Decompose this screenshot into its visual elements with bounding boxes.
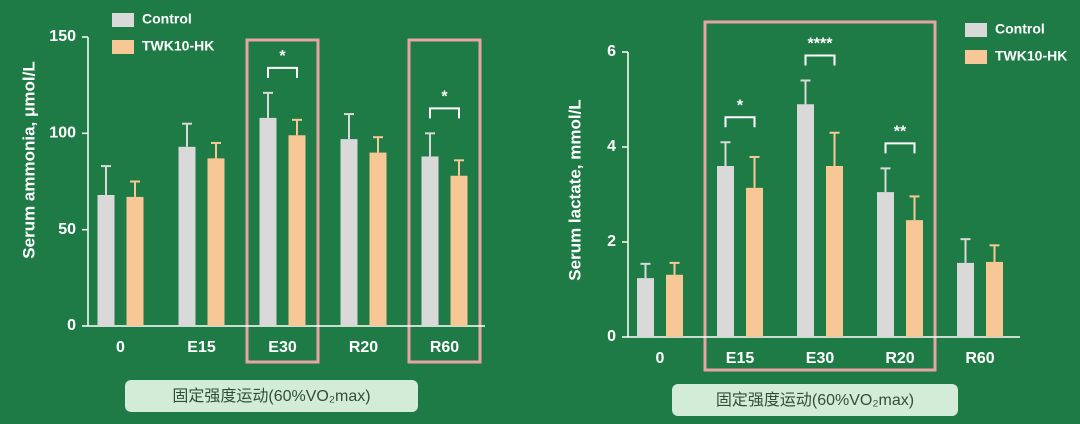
x-axis-label: 固定强度运动(60%VO₂max) [172, 387, 370, 405]
x-tick-label: R60 [430, 339, 459, 356]
x-tick-label: 0 [656, 350, 665, 367]
legend-swatch [112, 13, 134, 27]
error-bar [880, 167, 891, 193]
bar [957, 262, 974, 337]
x-tick-label: E15 [726, 350, 755, 367]
error-bar [640, 262, 651, 279]
error-bar [909, 195, 920, 221]
error-bar [373, 136, 383, 153]
highlight-box [245, 38, 320, 364]
legend-label: TWK10-HK [995, 48, 1067, 64]
y-axis-label: Serum ammonia, μmol/L [19, 61, 38, 258]
bar [421, 156, 439, 326]
bar [877, 192, 894, 337]
x-tick-label: R20 [885, 350, 914, 367]
error-bar [454, 159, 464, 176]
bar [746, 187, 763, 337]
error-bar [182, 122, 192, 147]
legend-label: Control [142, 11, 192, 27]
error-bar [720, 141, 731, 166]
legend-swatch [965, 50, 987, 64]
error-bar [669, 261, 680, 275]
x-tick-label: E30 [268, 339, 297, 356]
bar [906, 220, 923, 337]
highlight-box [407, 38, 482, 364]
x-label-box [125, 380, 418, 412]
significance-label: **** [808, 36, 834, 53]
significance-label: * [441, 89, 448, 106]
error-bar [829, 131, 840, 166]
bar [97, 194, 115, 326]
legend-swatch [965, 23, 987, 37]
bar [178, 146, 196, 326]
error-bar [960, 238, 971, 263]
significance-label: * [737, 97, 744, 114]
x-tick-label: 0 [116, 339, 125, 356]
bar [797, 104, 814, 337]
legend-label: TWK10-HK [142, 38, 214, 54]
error-bar [263, 91, 273, 118]
bar [340, 139, 358, 326]
significance-bracket [804, 54, 836, 66]
bar [826, 166, 843, 337]
y-tick-label: 150 [49, 28, 76, 45]
x-tick-label: R20 [349, 339, 378, 356]
legend-swatch [112, 40, 134, 54]
bar [986, 261, 1003, 337]
x-tick-label: E15 [187, 339, 216, 356]
error-bar [800, 79, 811, 105]
error-bar [101, 165, 111, 195]
highlight-box [703, 20, 937, 372]
y-tick-label: 0 [67, 317, 76, 334]
bar [126, 196, 144, 326]
error-bar [749, 155, 760, 188]
error-bar [130, 180, 140, 197]
significance-label: ** [894, 124, 907, 141]
significance-bracket [267, 66, 298, 78]
significance-bracket [884, 142, 916, 154]
y-axis-label: Serum lactate, mmol/L [565, 99, 584, 280]
x-label-box [672, 384, 958, 416]
bar [288, 135, 306, 326]
y-tick-label: 4 [607, 138, 616, 155]
bar [450, 175, 468, 326]
x-axis-label: 固定强度运动(60%VO₂max) [716, 391, 914, 409]
significance-label: * [279, 48, 286, 65]
error-bar [211, 141, 221, 159]
significance-bracket [429, 107, 460, 119]
bar [207, 158, 225, 326]
x-tick-label: E30 [806, 350, 835, 367]
bar [259, 117, 277, 326]
bar [369, 152, 387, 326]
error-bar [425, 132, 435, 157]
y-tick-label: 6 [607, 43, 616, 60]
bar [666, 274, 683, 337]
bar [637, 278, 654, 337]
y-tick-label: 100 [49, 125, 76, 142]
y-tick-label: 2 [607, 233, 616, 250]
y-tick-label: 0 [607, 328, 616, 345]
error-bar [989, 244, 1000, 262]
bar [717, 166, 734, 337]
x-tick-label: R60 [965, 350, 994, 367]
error-bar [292, 118, 302, 136]
error-bar [344, 113, 354, 140]
legend-label: Control [995, 21, 1045, 37]
significance-bracket [724, 116, 756, 128]
y-tick-label: 50 [58, 221, 76, 238]
